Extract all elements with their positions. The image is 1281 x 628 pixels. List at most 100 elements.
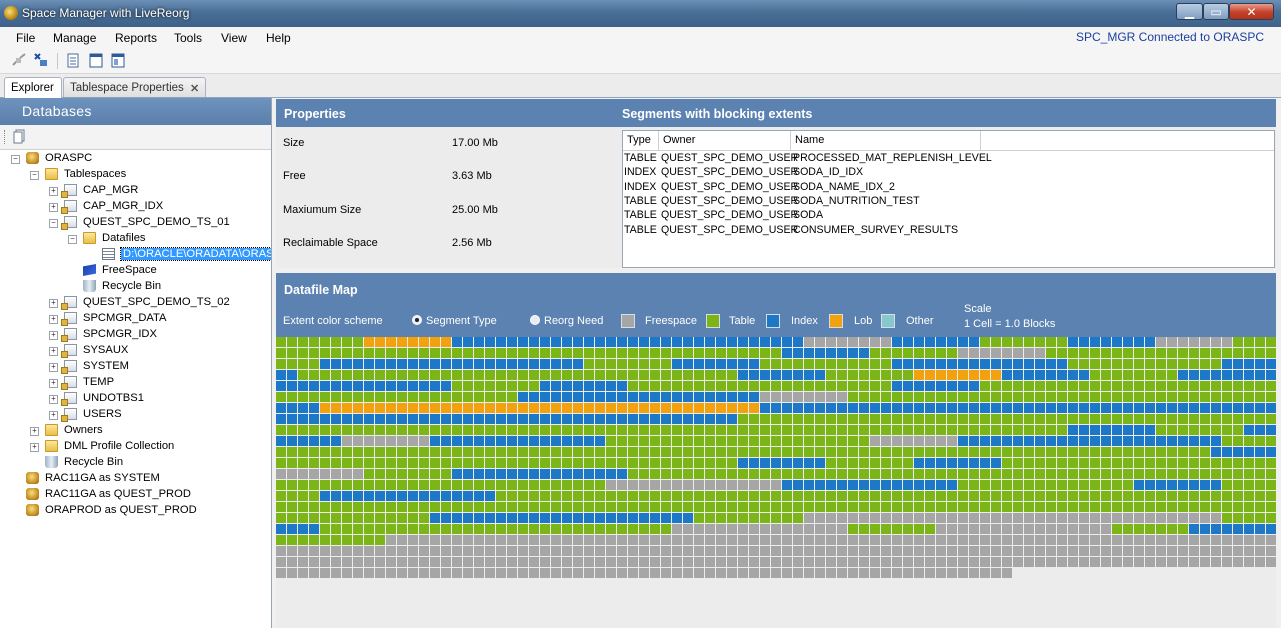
map-cell[interactable] — [1079, 513, 1089, 523]
map-cell[interactable] — [837, 524, 847, 534]
map-cell[interactable] — [705, 359, 715, 369]
map-cell[interactable] — [1134, 447, 1144, 457]
menu-help[interactable]: Help — [266, 31, 291, 45]
map-cell[interactable] — [980, 348, 990, 358]
map-cell[interactable] — [760, 480, 770, 490]
map-cell[interactable] — [430, 546, 440, 556]
map-cell[interactable] — [1200, 513, 1210, 523]
map-cell[interactable] — [1211, 524, 1221, 534]
map-cell[interactable] — [397, 568, 407, 578]
map-cell[interactable] — [804, 535, 814, 545]
map-cell[interactable] — [892, 403, 902, 413]
map-cell[interactable] — [540, 447, 550, 457]
map-cell[interactable] — [991, 447, 1001, 457]
map-cell[interactable] — [1233, 392, 1243, 402]
map-cell[interactable] — [320, 425, 330, 435]
map-cell[interactable] — [298, 469, 308, 479]
map-cell[interactable] — [859, 348, 869, 358]
map-cell[interactable] — [1233, 458, 1243, 468]
map-cell[interactable] — [914, 469, 924, 479]
map-cell[interactable] — [738, 535, 748, 545]
map-cell[interactable] — [573, 337, 583, 347]
map-cell[interactable] — [463, 568, 473, 578]
map-cell[interactable] — [683, 414, 693, 424]
map-cell[interactable] — [397, 425, 407, 435]
map-cell[interactable] — [1145, 392, 1155, 402]
map-cell[interactable] — [1090, 425, 1100, 435]
map-cell[interactable] — [815, 469, 825, 479]
map-cell[interactable] — [1068, 502, 1078, 512]
map-cell[interactable] — [749, 458, 759, 468]
map-cell[interactable] — [859, 458, 869, 468]
map-cell[interactable] — [672, 469, 682, 479]
map-cell[interactable] — [727, 502, 737, 512]
map-cell[interactable] — [782, 337, 792, 347]
map-cell[interactable] — [452, 546, 462, 556]
map-cell[interactable] — [595, 502, 605, 512]
map-cell[interactable] — [595, 370, 605, 380]
map-cell[interactable] — [661, 557, 671, 567]
map-cell[interactable] — [276, 513, 286, 523]
map-cell[interactable] — [1222, 491, 1232, 501]
map-cell[interactable] — [815, 381, 825, 391]
map-cell[interactable] — [859, 568, 869, 578]
map-cell[interactable] — [430, 370, 440, 380]
map-cell[interactable] — [826, 524, 836, 534]
map-cell[interactable] — [892, 480, 902, 490]
map-cell[interactable] — [1189, 348, 1199, 358]
map-cell[interactable] — [584, 403, 594, 413]
map-cell[interactable] — [1266, 557, 1276, 567]
map-cell[interactable] — [1002, 469, 1012, 479]
map-cell[interactable] — [320, 557, 330, 567]
map-cell[interactable] — [551, 502, 561, 512]
map-cell[interactable] — [892, 546, 902, 556]
map-cell[interactable] — [573, 513, 583, 523]
tree-node[interactable]: + TEMP — [0, 375, 271, 391]
map-cell[interactable] — [1035, 491, 1045, 501]
map-cell[interactable] — [1266, 502, 1276, 512]
map-cell[interactable] — [496, 370, 506, 380]
map-cell[interactable] — [298, 348, 308, 358]
map-cell[interactable] — [518, 491, 528, 501]
map-cell[interactable] — [298, 568, 308, 578]
map-cell[interactable] — [397, 370, 407, 380]
map-cell[interactable] — [309, 436, 319, 446]
map-cell[interactable] — [958, 425, 968, 435]
map-cell[interactable] — [485, 535, 495, 545]
map-cell[interactable] — [705, 458, 715, 468]
map-cell[interactable] — [738, 414, 748, 424]
map-cell[interactable] — [331, 425, 341, 435]
map-cell[interactable] — [353, 502, 363, 512]
map-cell[interactable] — [650, 414, 660, 424]
map-cell[interactable] — [474, 491, 484, 501]
map-cell[interactable] — [914, 337, 924, 347]
map-cell[interactable] — [474, 480, 484, 490]
map-cell[interactable] — [364, 568, 374, 578]
map-cell[interactable] — [518, 403, 528, 413]
map-cell[interactable] — [606, 535, 616, 545]
map-cell[interactable] — [969, 524, 979, 534]
map-cell[interactable] — [595, 414, 605, 424]
map-cell[interactable] — [793, 480, 803, 490]
map-cell[interactable] — [980, 535, 990, 545]
map-cell[interactable] — [573, 425, 583, 435]
map-cell[interactable] — [947, 403, 957, 413]
map-cell[interactable] — [551, 568, 561, 578]
map-cell[interactable] — [672, 370, 682, 380]
map-cell[interactable] — [562, 370, 572, 380]
map-cell[interactable] — [1013, 381, 1023, 391]
map-cell[interactable] — [969, 359, 979, 369]
map-cell[interactable] — [738, 491, 748, 501]
map-cell[interactable] — [1145, 524, 1155, 534]
map-cell[interactable] — [727, 359, 737, 369]
map-cell[interactable] — [727, 568, 737, 578]
map-cell[interactable] — [738, 392, 748, 402]
map-cell[interactable] — [364, 524, 374, 534]
map-cell[interactable] — [947, 535, 957, 545]
map-cell[interactable] — [815, 491, 825, 501]
map-cell[interactable] — [573, 414, 583, 424]
map-cell[interactable] — [375, 337, 385, 347]
map-cell[interactable] — [551, 447, 561, 457]
map-cell[interactable] — [507, 425, 517, 435]
map-cell[interactable] — [980, 502, 990, 512]
